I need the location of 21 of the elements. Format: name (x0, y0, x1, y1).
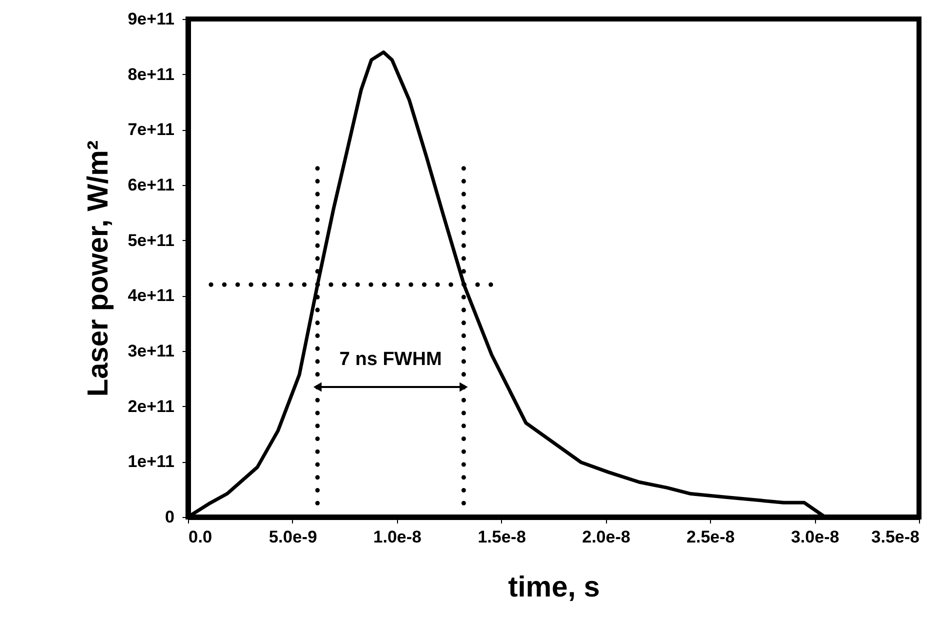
x-tick-label: 1.0e-8 (373, 528, 422, 546)
y-tick-label: 7e+11 (128, 120, 174, 140)
x-axis-title: time, s (508, 572, 600, 604)
annotation: 7 ns FWHM (339, 349, 442, 370)
y-tick-label: 3e+11 (128, 342, 174, 360)
x-tick-label: 1.5e-8 (478, 528, 526, 546)
y-tick-label: 8e+11 (128, 64, 174, 84)
y-axis-title: Laser power, W/m² (82, 140, 115, 397)
x-tick-label: 3.0e-8 (790, 528, 840, 546)
y-tick-label: 5e+11 (128, 230, 174, 250)
y-tick-label: 1e+11 (128, 452, 174, 472)
y-tick-label: 0 (165, 508, 174, 526)
y-tick-label: 6e+11 (128, 176, 174, 194)
x-tick-label: 5.0e-9 (268, 528, 318, 546)
x-tick-label: 2.0e-8 (582, 528, 630, 546)
x-tick-label: 0.0 (188, 528, 212, 546)
x-tick-label: 2.5e-8 (686, 528, 735, 546)
y-tick-label: 4e+11 (128, 286, 174, 306)
y-tick-label: 2e+11 (128, 396, 174, 416)
x-tick-label: 3.5e-8 (871, 528, 920, 546)
y-tick-label: 9e+11 (128, 10, 174, 28)
